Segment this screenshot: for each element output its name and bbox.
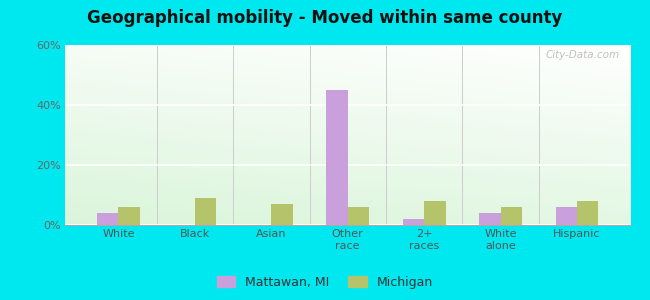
Bar (97, 213, 118, 225)
Bar (577, 201, 599, 225)
Bar (271, 204, 293, 225)
Legend: Mattawan, MI, Michigan: Mattawan, MI, Michigan (212, 271, 438, 294)
Bar (403, 219, 424, 225)
Bar (118, 207, 140, 225)
Text: City-Data.com: City-Data.com (545, 50, 619, 60)
Text: Geographical mobility - Moved within same county: Geographical mobility - Moved within sam… (87, 9, 563, 27)
Bar (479, 213, 501, 225)
Bar (326, 90, 348, 225)
Bar (348, 207, 369, 225)
Bar (424, 201, 445, 225)
Bar (500, 207, 522, 225)
Bar (195, 198, 216, 225)
Bar (556, 207, 577, 225)
